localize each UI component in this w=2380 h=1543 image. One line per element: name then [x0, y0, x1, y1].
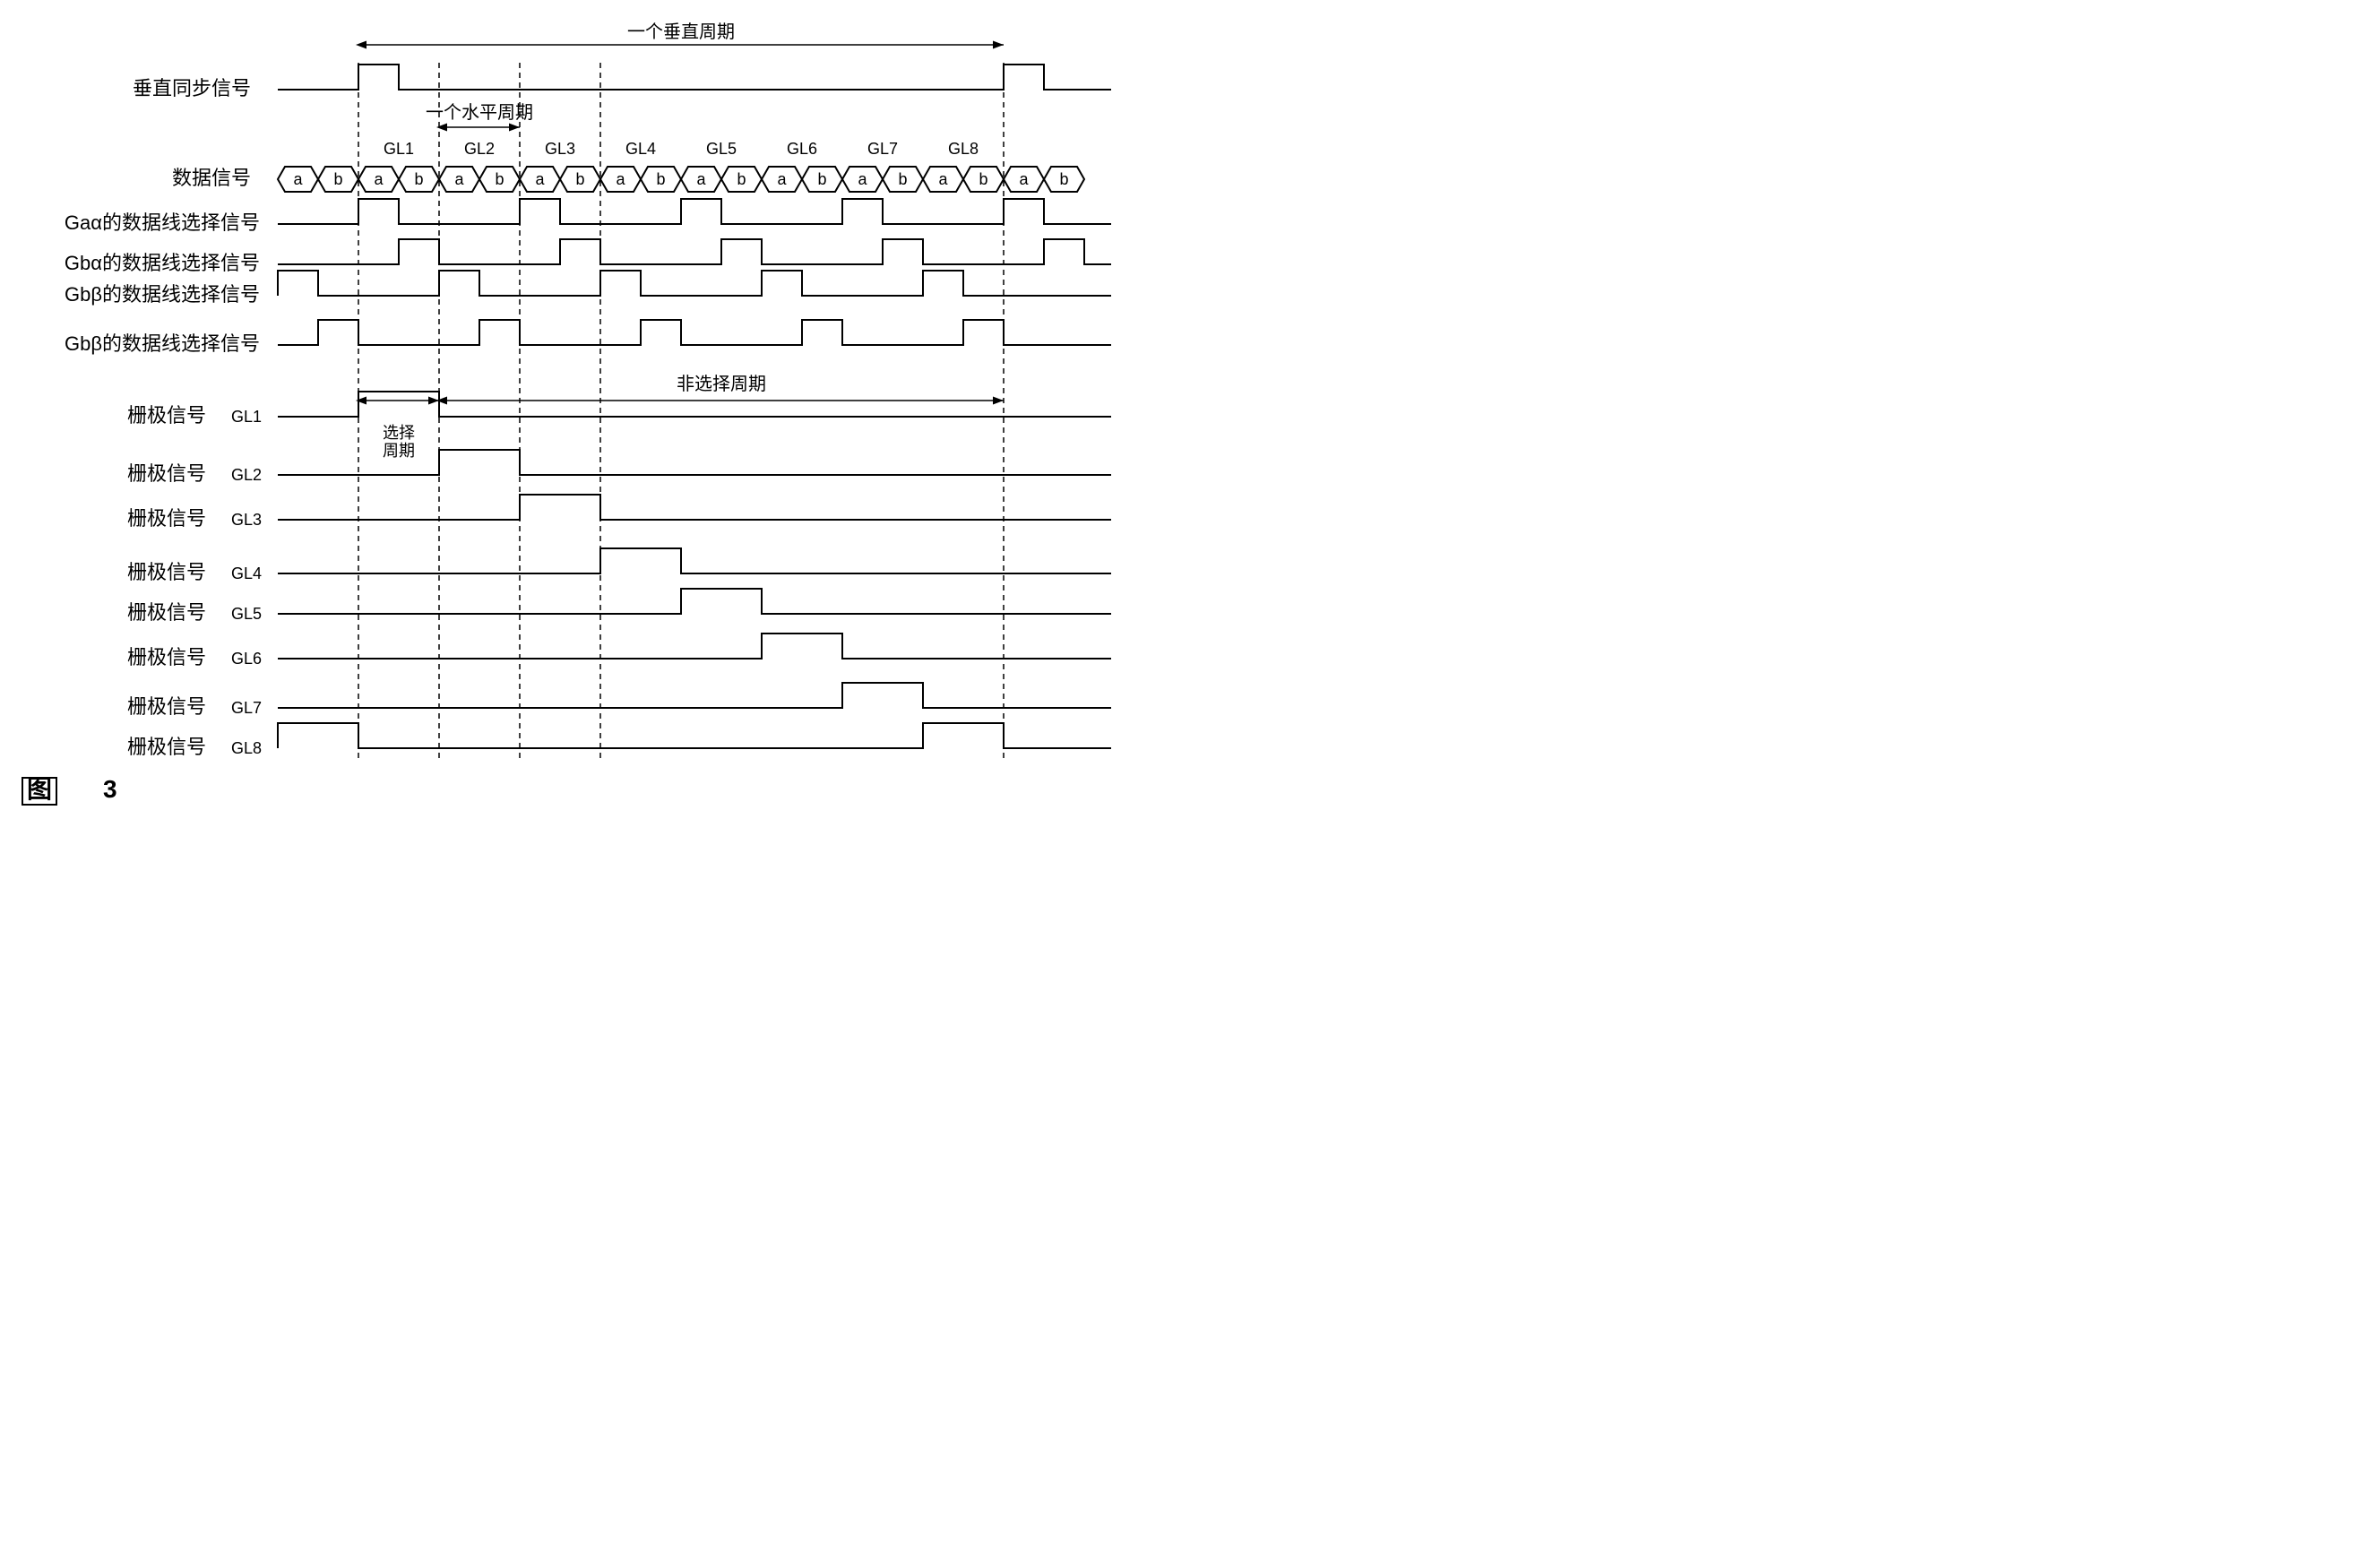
vertical-period-label: 一个垂直周期	[627, 22, 735, 42]
data-label: 数据信号	[172, 167, 251, 189]
data-cell-text: a	[858, 170, 867, 188]
sel-gb-beta-wave	[278, 271, 1111, 296]
gate-sublabel: GL7	[231, 699, 262, 717]
gate-label: 栅极信号	[127, 646, 206, 668]
data-cell-text: b	[737, 170, 746, 188]
timing-diagram: 一个垂直周期垂直同步信号一个水平周期 GL1 GL2 GL3 GL4 GL5 GL6 GL7 G…	[18, 18, 1208, 824]
column-header: GL7	[867, 140, 898, 158]
data-cell-text: b	[414, 170, 423, 188]
data-cell-text: a	[616, 170, 625, 188]
data-cell-text: b	[575, 170, 584, 188]
data-cell-text: b	[333, 170, 342, 188]
gate-wave	[278, 495, 1111, 520]
select-period-text2: 周期	[383, 442, 415, 460]
horizontal-period-label: 一个水平周期	[426, 102, 533, 123]
data-cell-text: b	[656, 170, 665, 188]
gate-sublabel: GL1	[231, 408, 262, 426]
column-header: GL1	[384, 140, 414, 158]
data-cell-text: a	[696, 170, 706, 188]
gate-wave	[278, 683, 1111, 708]
gate-wave	[278, 723, 1111, 748]
gate-label: 栅极信号	[127, 404, 206, 427]
data-cell-text: b	[979, 170, 987, 188]
data-cell-text: a	[293, 170, 303, 188]
column-header: GL5	[706, 140, 737, 158]
gate-label: 栅极信号	[127, 507, 206, 530]
sel-gb-alpha-label: Gbα的数据线选择信号	[65, 252, 260, 274]
sel-gb-alpha-wave	[278, 239, 1111, 264]
column-header: GL2	[464, 140, 495, 158]
gate-sublabel: GL8	[231, 739, 262, 757]
column-header: GL8	[948, 140, 979, 158]
gate-label: 栅极信号	[127, 695, 206, 718]
column-header: GL4	[625, 140, 656, 158]
gate-label: 栅极信号	[127, 561, 206, 583]
gate-sublabel: GL6	[231, 650, 262, 668]
data-cell-text: a	[374, 170, 384, 188]
gate-sublabel: GL3	[231, 511, 262, 529]
gate-wave	[278, 392, 1111, 417]
gate-wave	[278, 634, 1111, 659]
gate-sublabel: GL5	[231, 605, 262, 623]
vsync-label: 垂直同步信号	[133, 77, 251, 99]
data-cell-text: a	[777, 170, 787, 188]
data-cell-text: b	[898, 170, 907, 188]
sel-ga-alpha-label: Gaα的数据线选择信号	[65, 211, 260, 234]
sel-gb-beta-label: Gbβ的数据线选择信号	[65, 283, 260, 306]
gate-wave	[278, 548, 1111, 573]
sel-gb-beta2-label: Gbβ的数据线选择信号	[65, 332, 260, 355]
sel-ga-alpha-wave	[278, 199, 1111, 224]
data-cell-text: b	[817, 170, 826, 188]
figure-number: 3	[103, 775, 117, 803]
gate-wave	[278, 589, 1111, 614]
select-period-text1: 选择	[383, 424, 415, 442]
vsync-waveform	[278, 65, 1111, 90]
data-cell-text: a	[938, 170, 948, 188]
column-header: GL6	[787, 140, 817, 158]
gate-label: 栅极信号	[127, 462, 206, 485]
gate-sublabel: GL2	[231, 466, 262, 484]
data-cell-text: a	[454, 170, 464, 188]
gate-label: 栅极信号	[127, 736, 206, 758]
sel-gb-beta2-wave	[278, 320, 1111, 345]
data-cell-text: b	[1059, 170, 1068, 188]
column-header: GL3	[545, 140, 575, 158]
nonselect-label: 非选择周期	[677, 374, 766, 394]
gate-label: 栅极信号	[127, 601, 206, 624]
data-cell-text: a	[535, 170, 545, 188]
data-cell-text: b	[495, 170, 504, 188]
figure-label-prefix: 图	[27, 775, 52, 803]
data-cell-text: a	[1019, 170, 1029, 188]
gate-sublabel: GL4	[231, 565, 262, 582]
